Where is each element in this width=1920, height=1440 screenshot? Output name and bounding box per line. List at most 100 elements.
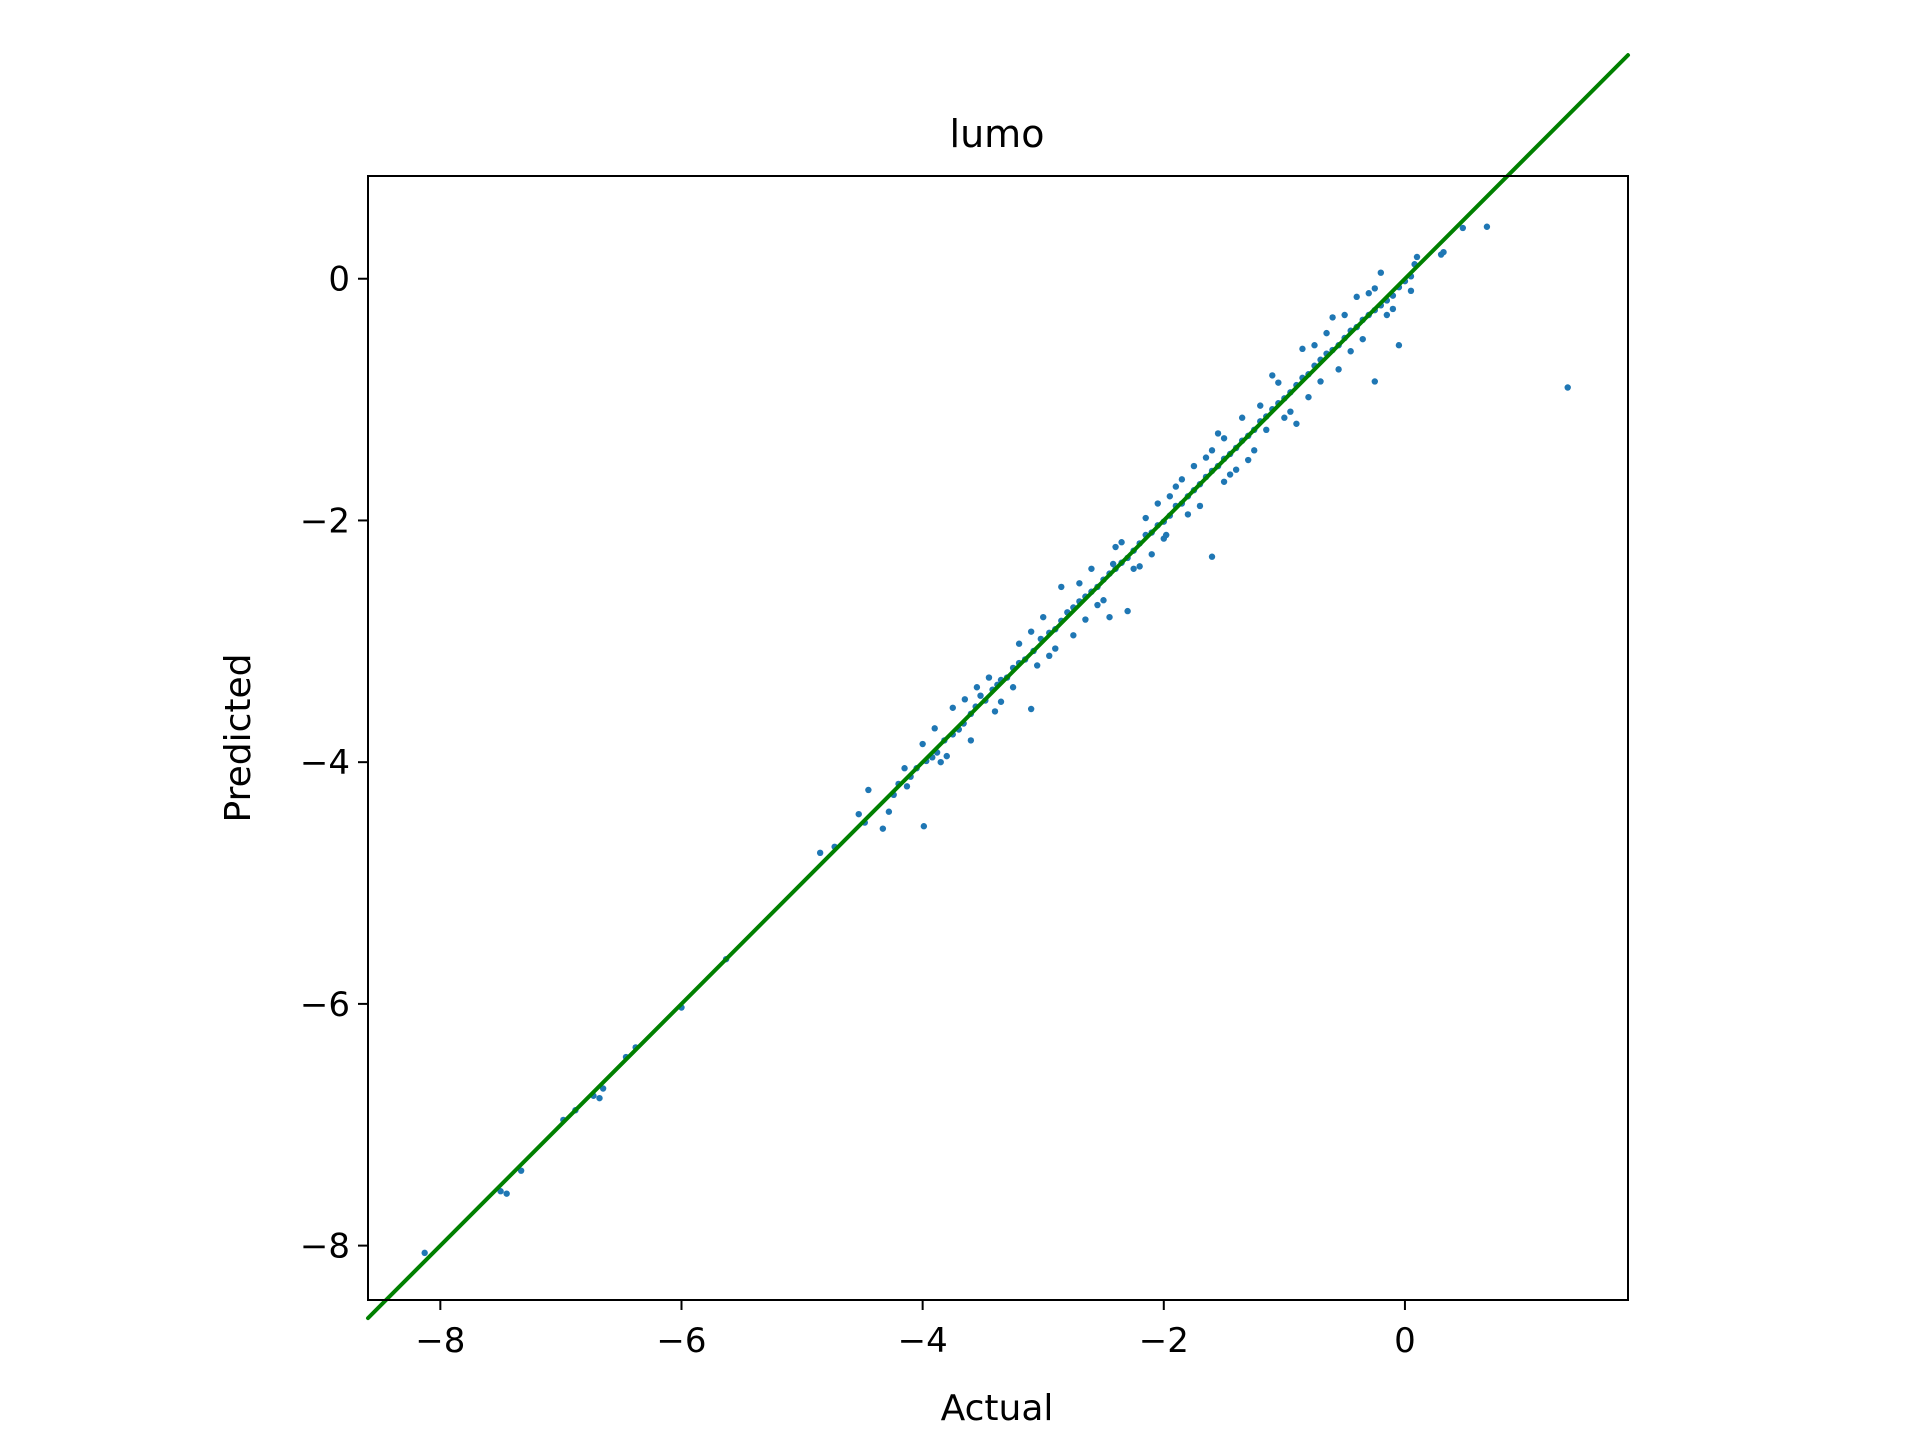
plot-frame [367,175,1629,1301]
scatter-point [967,737,975,744]
reference-line [366,53,1630,1321]
y-axis-ticks: −8 −6 −4 −2 0 [300,260,368,1267]
scatter-point [903,783,911,790]
scatter-point [1027,628,1035,635]
scatter-point [865,786,872,794]
scatter-point [1371,378,1378,385]
scatter-point [1238,414,1246,421]
scatter-point [1109,560,1117,568]
scatter-point [1220,478,1228,485]
scatter-point [1112,543,1119,551]
scatter-point [1202,454,1210,461]
scatter-point [1395,342,1403,349]
scatter-point [1015,640,1023,647]
y-tick-label: −2 [300,501,350,541]
x-tick-label: −8 [415,1321,465,1361]
scatter-point [1040,613,1047,621]
scatter-point [1172,483,1180,490]
scatter-point [1281,414,1288,421]
scatter-point [1118,539,1125,546]
scatter-point [1329,314,1336,321]
scatter-point [1377,269,1385,276]
scatter-point [1033,662,1041,669]
scatter-point [1257,402,1264,409]
scatter-point [991,708,999,715]
scatter-point [1341,311,1348,319]
scatter-point [816,849,824,857]
y-tick-label: −4 [300,743,350,783]
scatter-point [985,674,993,681]
scatter-point [1190,462,1198,470]
scatter-point [1178,476,1186,483]
chart-title: lumo [950,112,1045,156]
scatter-point [1070,632,1077,639]
scatter-point [1275,379,1282,386]
y-tick-label: −8 [300,1227,350,1267]
scatter-point [517,1167,525,1174]
scatter-point [1299,345,1306,353]
scatter-point [1148,551,1155,558]
scatter-point [1196,502,1204,510]
scatter-point [1130,565,1137,572]
scatter-point [1220,435,1228,442]
scatter-point [1353,293,1360,301]
scatter-point [1293,420,1300,427]
scatter-point [497,1188,504,1195]
scatter-point [1287,408,1294,415]
y-tick-label: 0 [328,260,350,300]
scatter-points [421,223,1571,1257]
scatter-point [1214,430,1222,437]
scatter-point [1076,580,1083,587]
x-tick-label: 0 [1394,1321,1416,1361]
scatter-point [1106,613,1113,621]
scatter-point [1365,290,1372,297]
scatter-point [919,740,926,748]
scatter-point [920,823,928,830]
scatter-point [421,1249,428,1257]
x-tick-label: −2 [1139,1321,1189,1361]
scatter-point [1305,393,1312,401]
scatter-point [1166,493,1174,500]
scatter-point [596,1094,603,1102]
x-axis-ticks: −8 −6 −4 −2 0 [415,1300,1416,1361]
scatter-point [1232,466,1240,473]
scatter-point [1335,366,1342,373]
scatter-point [1371,285,1378,292]
scatter-point [1383,311,1391,319]
y-axis-label: Predicted [218,654,259,823]
scatter-point [1154,500,1161,507]
scatter-point [1052,645,1059,652]
scatter-point [1160,535,1167,542]
scatter-point [1142,514,1149,522]
scatter-point [1208,447,1216,454]
scatter-point [1136,563,1143,570]
scatter-point [503,1190,510,1197]
scatter-point [1389,305,1397,313]
scatter-point [937,758,944,766]
scatter-point [1440,248,1447,256]
scatter-point [977,692,984,699]
scatter-point [901,765,908,772]
scatter-point [1317,378,1324,385]
scatter-point [1244,456,1252,464]
scatter-point [1459,224,1467,232]
scatter-point [1100,597,1107,604]
x-tick-label: −6 [656,1321,706,1361]
scatter-point [1226,471,1234,478]
scatter-point [997,698,1005,705]
scatter-point [931,725,938,732]
scatter-point [879,825,887,832]
scatter-point [1027,705,1035,713]
scatter-point [1323,329,1330,337]
scatter-point [961,696,969,703]
scatter-point [943,752,950,760]
scatter-point [1413,253,1421,261]
scatter-point [1407,287,1415,295]
x-tick-label: −4 [898,1321,948,1361]
scatter-point [1184,511,1192,518]
y-tick-label: −6 [300,985,350,1025]
scatter-point [1263,426,1270,434]
scatter-point [885,808,893,815]
scatter-point [1311,342,1318,349]
